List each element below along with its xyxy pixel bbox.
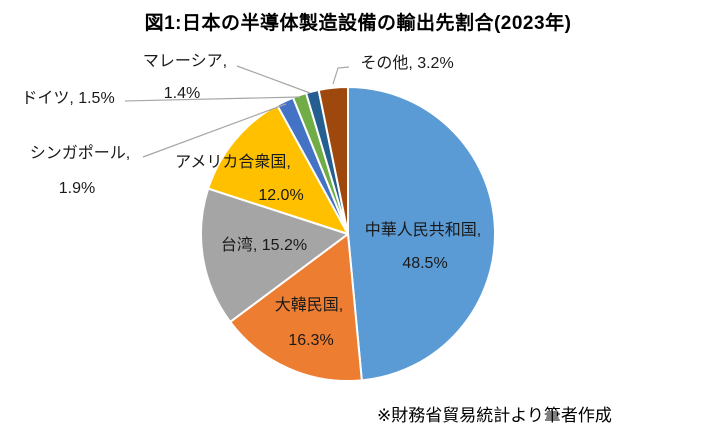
- pie-slice-その他: [317, 86, 349, 235]
- label-korea-name: 大韓民国,: [274, 297, 344, 314]
- label-china-name: 中華人民共和国,: [364, 222, 482, 239]
- pie-slice-大韓民国: [229, 233, 363, 382]
- label-singapore-value: 1.9%: [58, 180, 96, 197]
- label-taiwan: 台湾, 15.2%: [220, 237, 308, 254]
- label-singapore-name: シンガポール,: [29, 145, 131, 162]
- chart-title: 図1:日本の半導体製造設備の輸出先割合(2023年): [144, 13, 572, 34]
- label-usa-name: アメリカ合衆国,: [175, 154, 291, 171]
- leader-line-singapore: [142, 103, 287, 158]
- label-malaysia-value: 1.4%: [163, 85, 201, 102]
- label-korea-value: 16.3%: [288, 332, 334, 349]
- label-usa-value: 12.0%: [258, 187, 304, 204]
- pie-slice-アメリカ合衆国: [207, 104, 349, 235]
- pie-slice-台湾: [200, 187, 349, 323]
- label-china-value: 48.5%: [402, 255, 448, 272]
- source-note: ※財務省貿易統計より筆者作成: [377, 406, 612, 425]
- label-malaysia-name: マレーシア,: [142, 53, 228, 70]
- pie-slice-中華人民共和国: [347, 86, 497, 382]
- label-others: その他, 3.2%: [360, 55, 454, 72]
- label-germany: ドイツ, 1.5%: [21, 90, 115, 107]
- leader-line-malaysia: [236, 65, 311, 94]
- leader-line-germany: [124, 96, 301, 102]
- leader-line-others: [332, 66, 350, 85]
